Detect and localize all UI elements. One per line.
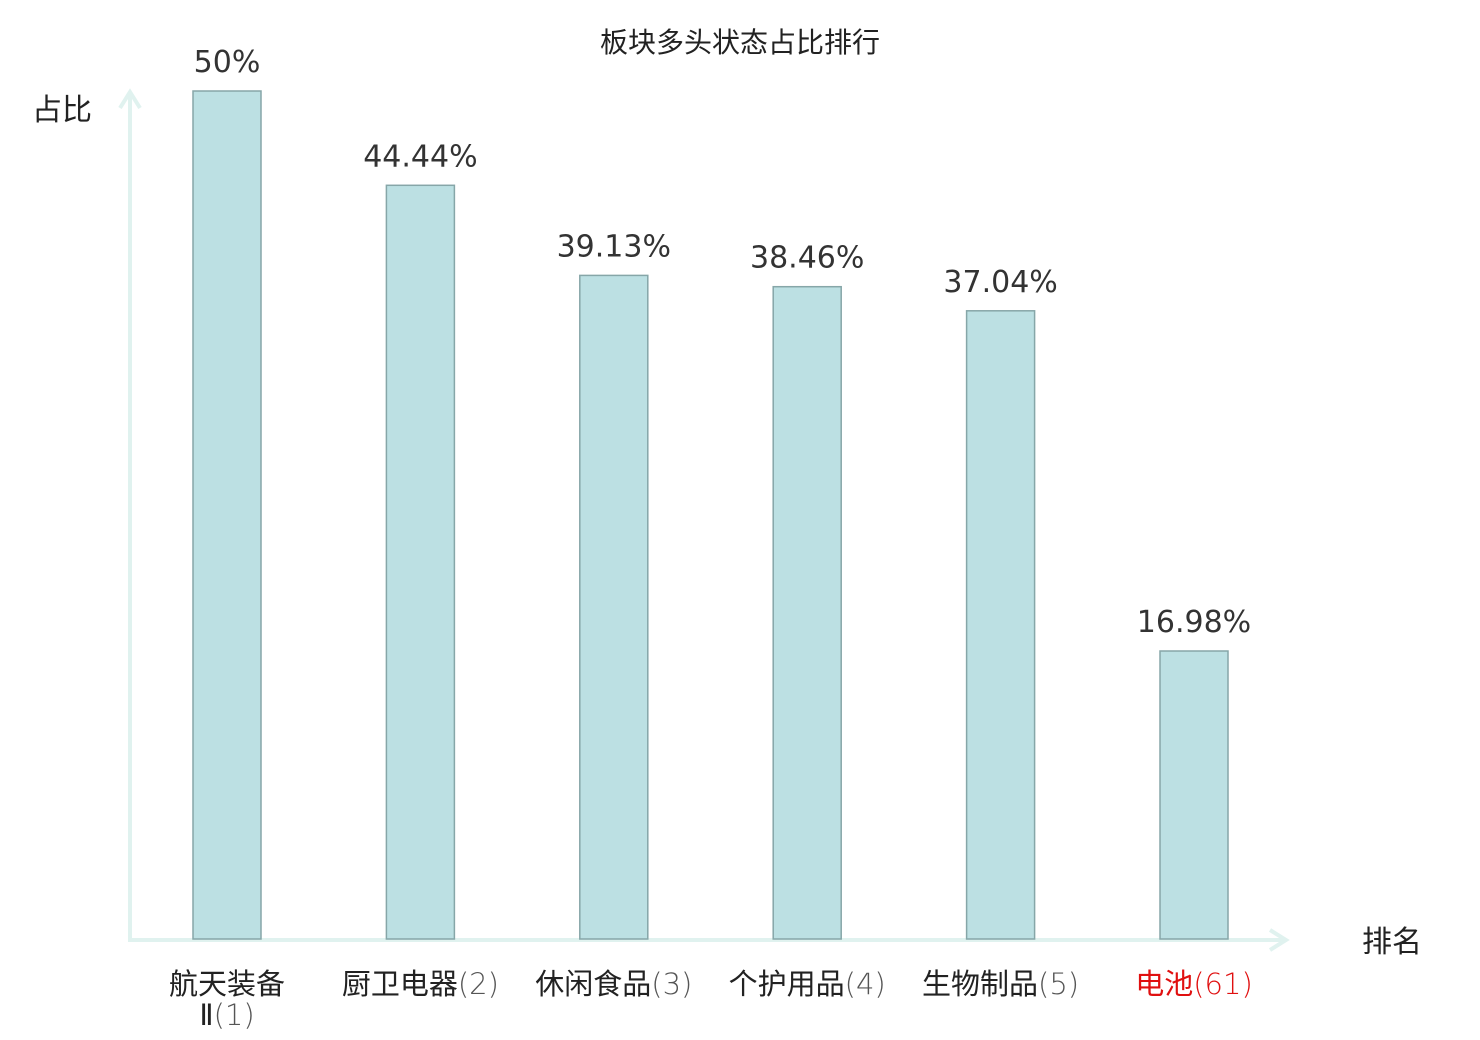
y-axis-arrow: [118, 88, 142, 110]
bar-1: [192, 90, 262, 940]
bar-5: [965, 310, 1036, 940]
category-rank-3: (3): [651, 967, 692, 1001]
value-label-3: 39.13%: [557, 229, 671, 264]
bar-4: [772, 285, 842, 940]
value-label-4: 38.46%: [750, 241, 864, 276]
category-label-2: 厨卫电器(2): [342, 967, 499, 1001]
category-name-6: 电池: [1135, 967, 1193, 1001]
category-rank-5: (5): [1038, 967, 1079, 1001]
bars-group: [192, 90, 1229, 940]
category-rank-6: (61): [1193, 967, 1253, 1001]
y-axis-label: 占比: [32, 93, 92, 128]
chart-title: 板块多头状态占比排行: [600, 26, 880, 59]
category-name-1-tail: Ⅱ: [199, 998, 213, 1032]
value-label-1: 50%: [194, 45, 261, 80]
x-axis-arrow: [1268, 928, 1290, 952]
category-rank-1: (1): [214, 998, 255, 1032]
category-label-1-line2: Ⅱ(1): [199, 998, 254, 1032]
category-name-3: 休闲食品: [535, 967, 651, 1001]
category-label-5: 生物制品(5): [922, 967, 1079, 1001]
category-rank-4: (4): [845, 967, 886, 1001]
x-axis-label: 排名: [1362, 925, 1422, 960]
category-label-6: 电池(61): [1135, 967, 1253, 1001]
category-label-1-line1: 航天装备: [169, 967, 285, 1001]
category-rank-2: (2): [458, 967, 499, 1001]
axes: [118, 88, 1290, 952]
value-label-5: 37.04%: [943, 265, 1057, 300]
bar-3: [579, 274, 649, 940]
category-name-2: 厨卫电器: [342, 967, 458, 1001]
bar-6: [1159, 650, 1229, 940]
value-labels-group: 50% 44.44% 39.13% 38.46% 37.04% 16.98%: [194, 45, 1252, 640]
category-name-4: 个护用品: [729, 967, 845, 1001]
value-label-2: 44.44%: [363, 139, 477, 174]
category-label-4: 个护用品(4): [729, 967, 886, 1001]
category-label-3: 休闲食品(3): [535, 967, 692, 1001]
category-name-5: 生物制品: [922, 967, 1038, 1001]
bar-2: [385, 184, 456, 940]
value-label-6: 16.98%: [1137, 605, 1251, 640]
